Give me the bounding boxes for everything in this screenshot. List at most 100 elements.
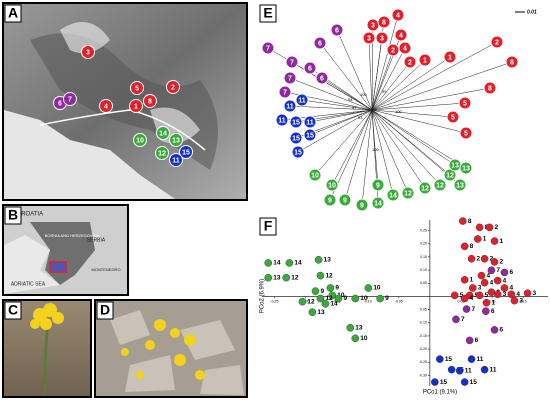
point: [480, 365, 489, 374]
site-marker: [458, 96, 472, 110]
site-marker: [375, 31, 389, 45]
panel-letter-box: [96, 301, 114, 320]
site-marker: [401, 186, 415, 200]
point-label: 14: [273, 260, 281, 267]
point-label: 12: [307, 298, 315, 305]
place-name: CROATIA: [17, 212, 43, 218]
site-label: 11: [172, 157, 180, 164]
site-marker: [169, 153, 183, 167]
site-marker: [133, 133, 147, 147]
point: [316, 271, 325, 280]
branch: [371, 109, 426, 189]
site-marker: [275, 113, 289, 127]
panel-a: [2, 2, 248, 201]
branch: [371, 109, 467, 134]
point-label: 4: [490, 279, 494, 286]
panel-letter: B: [8, 207, 18, 223]
support-value: 100: [372, 147, 379, 152]
site-label: 2: [391, 47, 395, 54]
site-label: 4: [396, 12, 400, 19]
site-label: 15: [294, 149, 302, 156]
support-value: 57: [352, 105, 357, 110]
site-marker: [323, 193, 337, 207]
point-label: 11: [465, 367, 472, 374]
site-marker: [278, 85, 292, 99]
site-label: 5: [135, 85, 139, 92]
site-marker: [338, 193, 352, 207]
x-tick-label: 0.10: [489, 299, 496, 303]
point-label: 3: [503, 291, 507, 298]
site-label: 14: [159, 130, 167, 137]
panel-letter-box: [4, 206, 22, 225]
site-marker: [386, 188, 400, 202]
point: [282, 273, 291, 282]
point: [468, 284, 477, 292]
branch: [321, 77, 373, 111]
point: [328, 291, 337, 300]
point-label: 4: [503, 277, 507, 284]
branch: [371, 49, 394, 111]
site-marker: [325, 178, 339, 192]
y-tick-label: -0.05: [419, 308, 427, 312]
site-marker: [443, 50, 457, 64]
site-label: 4: [399, 32, 403, 39]
point-label: 10: [360, 295, 368, 302]
point-label: 2: [495, 224, 499, 231]
point-label: 10: [360, 335, 368, 342]
point: [436, 355, 444, 363]
panel-d: [94, 299, 248, 398]
point: [460, 276, 469, 284]
site-label: 5: [463, 100, 467, 107]
site-label: 2: [171, 84, 175, 91]
y-tick-label: -0.10: [419, 321, 427, 325]
point-label: 13: [273, 274, 281, 281]
point: [431, 378, 439, 386]
point: [311, 287, 320, 295]
branch: [371, 61, 411, 111]
site-marker: [459, 126, 473, 140]
point: [487, 266, 496, 275]
point: [450, 291, 459, 300]
site-label: 14: [389, 192, 397, 199]
point: [351, 294, 360, 303]
point: [462, 305, 471, 313]
point-label: 12: [325, 295, 333, 302]
point-label: 9: [385, 295, 389, 302]
branch: [371, 59, 426, 111]
site-label: 9: [360, 202, 364, 209]
lowland: [4, 110, 175, 199]
branch: [309, 109, 373, 123]
point: [480, 278, 489, 287]
site-marker: [289, 131, 303, 145]
point: [326, 284, 335, 292]
site-label: 6: [320, 75, 324, 82]
site-label: 11: [286, 103, 294, 110]
support-value: 99: [382, 89, 387, 94]
branch: [297, 109, 373, 153]
site-label: 4: [104, 103, 108, 110]
y-tick-label: 0.15: [420, 255, 427, 259]
panel-b: [2, 204, 129, 296]
site-label: 3: [380, 35, 384, 42]
point: [465, 336, 474, 345]
place-name: ADRIATIC SEA: [11, 281, 46, 287]
panel-letter: F: [264, 218, 273, 234]
point: [264, 259, 273, 267]
site-marker: [315, 71, 329, 85]
flowers: [30, 303, 64, 330]
site-label: 7: [288, 75, 292, 82]
support-value: 53: [358, 115, 363, 120]
site-marker: [418, 53, 432, 67]
site-marker: [505, 55, 519, 69]
site-marker: [490, 35, 504, 49]
site-label: 10: [136, 137, 144, 144]
support-value: 54: [348, 97, 353, 102]
site-label: 15: [306, 132, 314, 139]
site-marker: [403, 55, 417, 69]
site-label: 8: [488, 85, 492, 92]
branch: [371, 87, 491, 111]
site-marker: [313, 36, 327, 50]
point-label: 12: [291, 274, 299, 281]
support-value: 100: [395, 109, 402, 114]
branch: [368, 37, 373, 111]
